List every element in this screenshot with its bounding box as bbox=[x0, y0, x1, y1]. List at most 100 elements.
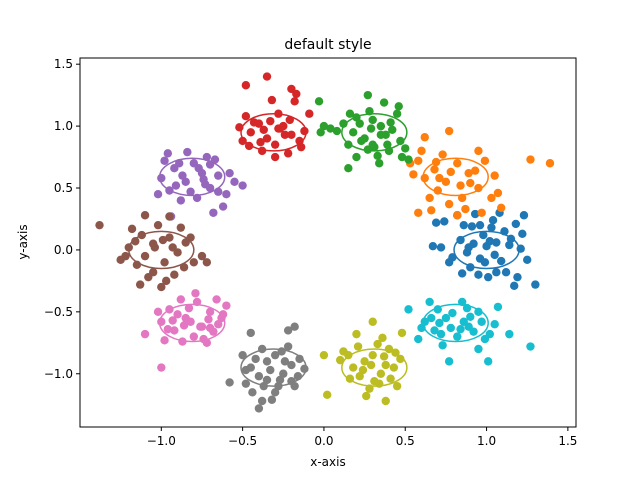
data-point-2-15 bbox=[332, 126, 342, 136]
data-point-2-7 bbox=[392, 109, 402, 118]
data-point-1-4 bbox=[453, 159, 462, 168]
data-point-0-26 bbox=[444, 258, 454, 267]
data-point-5-18 bbox=[157, 282, 166, 292]
data-point-6-2 bbox=[170, 326, 179, 335]
data-point-0-28 bbox=[440, 217, 449, 226]
data-point-3-6 bbox=[246, 128, 255, 137]
data-point-8-14 bbox=[322, 390, 332, 400]
data-point-7-11 bbox=[267, 395, 277, 404]
data-point-6-22 bbox=[168, 316, 177, 325]
data-point-4-7 bbox=[176, 196, 186, 205]
data-point-7-29 bbox=[241, 365, 251, 375]
data-point-2-29 bbox=[383, 140, 392, 149]
data-point-6-20 bbox=[178, 337, 187, 346]
data-point-3-22 bbox=[270, 152, 280, 162]
data-point-0-27 bbox=[431, 218, 441, 227]
data-point-2-28 bbox=[376, 130, 386, 139]
data-point-0-2 bbox=[496, 256, 506, 266]
data-point-1-19 bbox=[526, 155, 535, 164]
data-point-6-16 bbox=[186, 317, 195, 326]
data-point-1-5 bbox=[433, 186, 442, 195]
data-point-7-0 bbox=[262, 357, 272, 366]
data-point-7-24 bbox=[259, 381, 268, 391]
data-point-1-11 bbox=[446, 167, 455, 177]
data-point-6-10 bbox=[222, 301, 231, 310]
data-point-1-26 bbox=[444, 126, 454, 136]
data-point-0-31 bbox=[513, 272, 522, 282]
data-point-8-29 bbox=[391, 348, 400, 357]
y-tick-label: 1.0 bbox=[54, 119, 73, 133]
data-point-5-28 bbox=[121, 251, 130, 261]
data-point-0-25 bbox=[500, 227, 509, 236]
data-point-8-27 bbox=[370, 376, 379, 386]
data-point-1-24 bbox=[409, 170, 418, 179]
data-point-5-31 bbox=[131, 237, 140, 246]
data-point-2-35 bbox=[401, 144, 410, 153]
data-point-3-19 bbox=[305, 109, 314, 118]
data-point-9-24 bbox=[448, 308, 457, 318]
data-point-8-3 bbox=[381, 360, 390, 370]
data-point-0-39 bbox=[485, 237, 495, 246]
data-point-4-18 bbox=[183, 147, 192, 157]
data-point-0-29 bbox=[518, 229, 527, 239]
data-point-3-27 bbox=[256, 138, 265, 147]
data-point-8-0 bbox=[360, 357, 369, 366]
data-point-1-13 bbox=[425, 193, 434, 203]
data-point-7-22 bbox=[266, 365, 275, 375]
data-point-1-3 bbox=[474, 183, 483, 193]
data-point-5-15 bbox=[95, 220, 104, 230]
data-point-2-12 bbox=[363, 90, 373, 100]
data-point-7-9 bbox=[283, 342, 293, 351]
data-point-1-2 bbox=[430, 165, 439, 174]
data-point-0-7 bbox=[479, 230, 488, 240]
data-point-5-30 bbox=[186, 233, 195, 242]
data-point-1-21 bbox=[444, 199, 454, 209]
data-point-6-27 bbox=[199, 334, 208, 344]
data-point-8-31 bbox=[335, 355, 345, 365]
data-point-9-6 bbox=[490, 320, 499, 329]
data-point-9-2 bbox=[430, 326, 439, 335]
data-point-1-33 bbox=[431, 157, 441, 167]
data-point-6-21 bbox=[212, 295, 221, 304]
data-point-2-31 bbox=[357, 136, 366, 146]
data-point-2-8 bbox=[365, 107, 374, 116]
data-point-0-11 bbox=[466, 263, 475, 272]
y-tick-label: 0.5 bbox=[54, 181, 73, 195]
data-point-2-9 bbox=[344, 140, 353, 149]
data-point-3-10 bbox=[241, 111, 251, 121]
y-tick-label: −1.0 bbox=[44, 367, 73, 381]
data-point-6-9 bbox=[157, 317, 166, 326]
data-point-3-16 bbox=[262, 72, 272, 81]
data-point-1-32 bbox=[470, 166, 480, 175]
data-point-0-23 bbox=[474, 270, 483, 279]
data-point-6-3 bbox=[205, 307, 215, 317]
data-point-0-42 bbox=[475, 220, 485, 230]
data-point-6-18 bbox=[173, 310, 182, 319]
cluster-ellipse-8 bbox=[341, 348, 408, 387]
data-point-6-23 bbox=[204, 315, 213, 324]
data-point-2-17 bbox=[316, 128, 325, 137]
data-point-4-16 bbox=[238, 181, 247, 190]
data-point-5-19 bbox=[197, 251, 207, 261]
data-point-7-20 bbox=[246, 328, 255, 338]
data-point-4-25 bbox=[186, 187, 195, 196]
data-point-9-25 bbox=[469, 327, 478, 336]
data-point-9-18 bbox=[444, 357, 454, 366]
data-point-5-26 bbox=[150, 243, 160, 252]
x-tick-label: 1.0 bbox=[477, 434, 496, 448]
data-point-8-6 bbox=[349, 363, 358, 372]
axes-frame bbox=[79, 57, 577, 428]
data-point-4-15 bbox=[230, 177, 239, 187]
data-point-6-19 bbox=[196, 322, 205, 331]
data-point-5-10 bbox=[170, 270, 179, 279]
data-point-5-22 bbox=[135, 280, 145, 289]
data-point-4-24 bbox=[171, 181, 181, 190]
data-point-8-11 bbox=[396, 354, 405, 364]
data-point-3-28 bbox=[274, 124, 283, 133]
data-point-7-27 bbox=[270, 388, 280, 397]
data-point-3-30 bbox=[266, 116, 275, 126]
data-point-5-27 bbox=[168, 243, 177, 252]
data-point-7-21 bbox=[275, 375, 285, 385]
data-point-2-4 bbox=[355, 119, 364, 128]
data-point-3-31 bbox=[244, 141, 254, 151]
